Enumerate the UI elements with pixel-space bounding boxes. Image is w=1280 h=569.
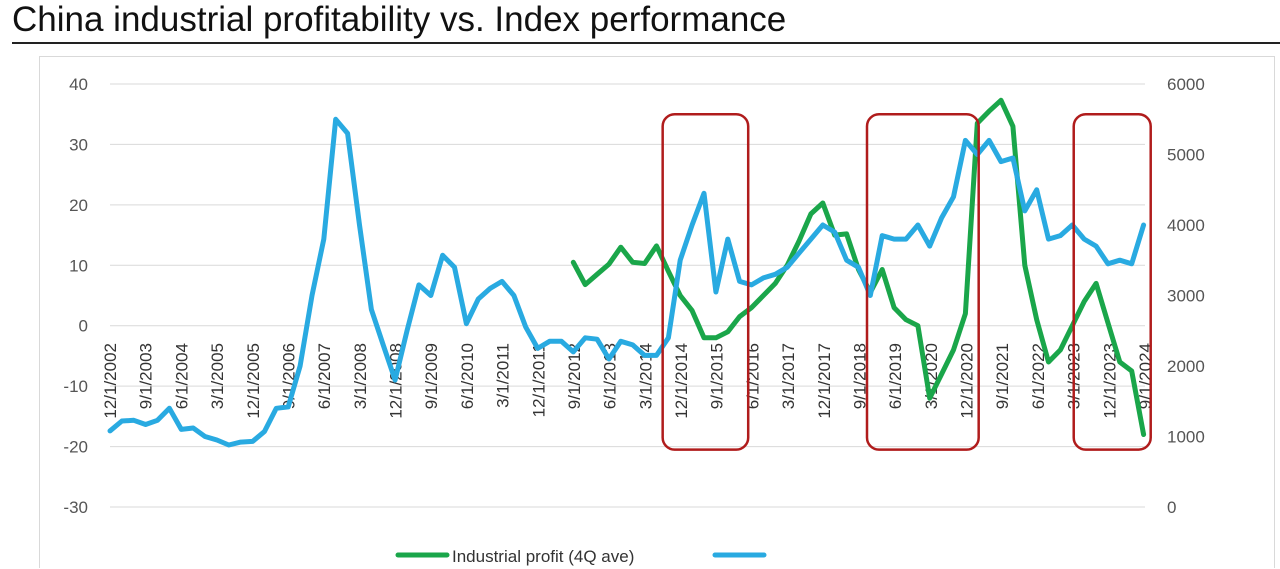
gridlines [110,83,1145,508]
x-tick-label: 3/1/2011 [494,343,513,408]
right-tick-label: 2000 [1167,357,1205,376]
left-tick-label: -30 [63,498,88,517]
legend-label-industrial-profit: Industrial profit (4Q ave) [452,547,634,566]
chart-frame: 40 30 20 10 0 -10 -20 -30 6000 5000 4000 3000 2000 1… [39,56,1275,568]
x-tick-label: 3/1/2005 [208,343,227,409]
highlight-window-0 [661,112,750,451]
right-tick-label: 3000 [1167,287,1205,306]
x-tick-label: 6/1/2019 [886,343,905,409]
right-tick-label: 5000 [1167,146,1205,165]
right-tick-label: 4000 [1167,216,1205,235]
left-tick-label: 10 [69,256,88,275]
x-tick-label: 9/1/2021 [993,343,1012,409]
x-tick-label: 9/1/2015 [708,343,727,409]
x-tick-label: 12/1/2005 [244,343,263,419]
highlight-windows [661,112,1152,451]
x-tick-label: 9/1/2012 [565,343,584,409]
left-tick-label: 40 [69,75,88,94]
x-tick-label: 12/1/2002 [101,343,120,419]
x-axis-ticks: 12/1/2002 9/1/2003 6/1/2004 3/1/2005 12/1/20… [101,343,1155,419]
x-tick-label: 6/1/2010 [458,343,477,409]
left-tick-label: 30 [69,135,88,154]
x-tick-label: 9/1/2018 [850,343,869,409]
x-tick-label: 12/1/2023 [1100,343,1119,419]
chart: 40 30 20 10 0 -10 -20 -30 6000 5000 4000 3000 2000 1… [63,75,1205,566]
x-tick-label: 6/1/2007 [315,343,334,409]
x-tick-label: 6/1/2013 [601,343,620,409]
right-axis-ticks: 6000 5000 4000 3000 2000 1000 0 [1167,75,1205,517]
series-lines [107,97,1147,448]
title-divider [12,42,1280,44]
x-tick-label: 12/1/2020 [958,343,977,419]
x-tick-label: 6/1/2016 [743,343,762,409]
left-tick-label: -10 [63,377,88,396]
right-tick-label: 0 [1167,498,1176,517]
x-tick-label: 12/1/2011 [529,343,548,417]
x-tick-label: 12/1/2014 [672,343,691,419]
x-tick-label: 12/1/2017 [815,343,834,419]
left-tick-label: -20 [63,438,88,457]
x-tick-label: 9/1/2009 [422,343,441,409]
left-tick-label: 0 [79,317,88,336]
legend: Industrial profit (4Q ave) [395,547,767,566]
right-tick-label: 1000 [1167,428,1205,447]
x-tick-label: 9/1/2003 [137,343,156,409]
x-tick-label: 6/1/2022 [1029,343,1048,409]
series-line-1 [107,116,1147,448]
page-title: China industrial profitability vs. Index… [12,0,787,39]
x-tick-label: 3/1/2008 [351,343,370,409]
x-tick-label: 3/1/2017 [779,343,798,409]
highlight-window-2 [1072,112,1152,451]
left-tick-label: 20 [69,196,88,215]
left-axis-ticks: 40 30 20 10 0 -10 -20 -30 [63,75,88,517]
highlight-window-1 [865,112,980,451]
right-tick-label: 6000 [1167,75,1205,94]
x-tick-label: 3/1/2014 [636,343,655,409]
x-tick-label: 6/1/2004 [172,343,191,409]
